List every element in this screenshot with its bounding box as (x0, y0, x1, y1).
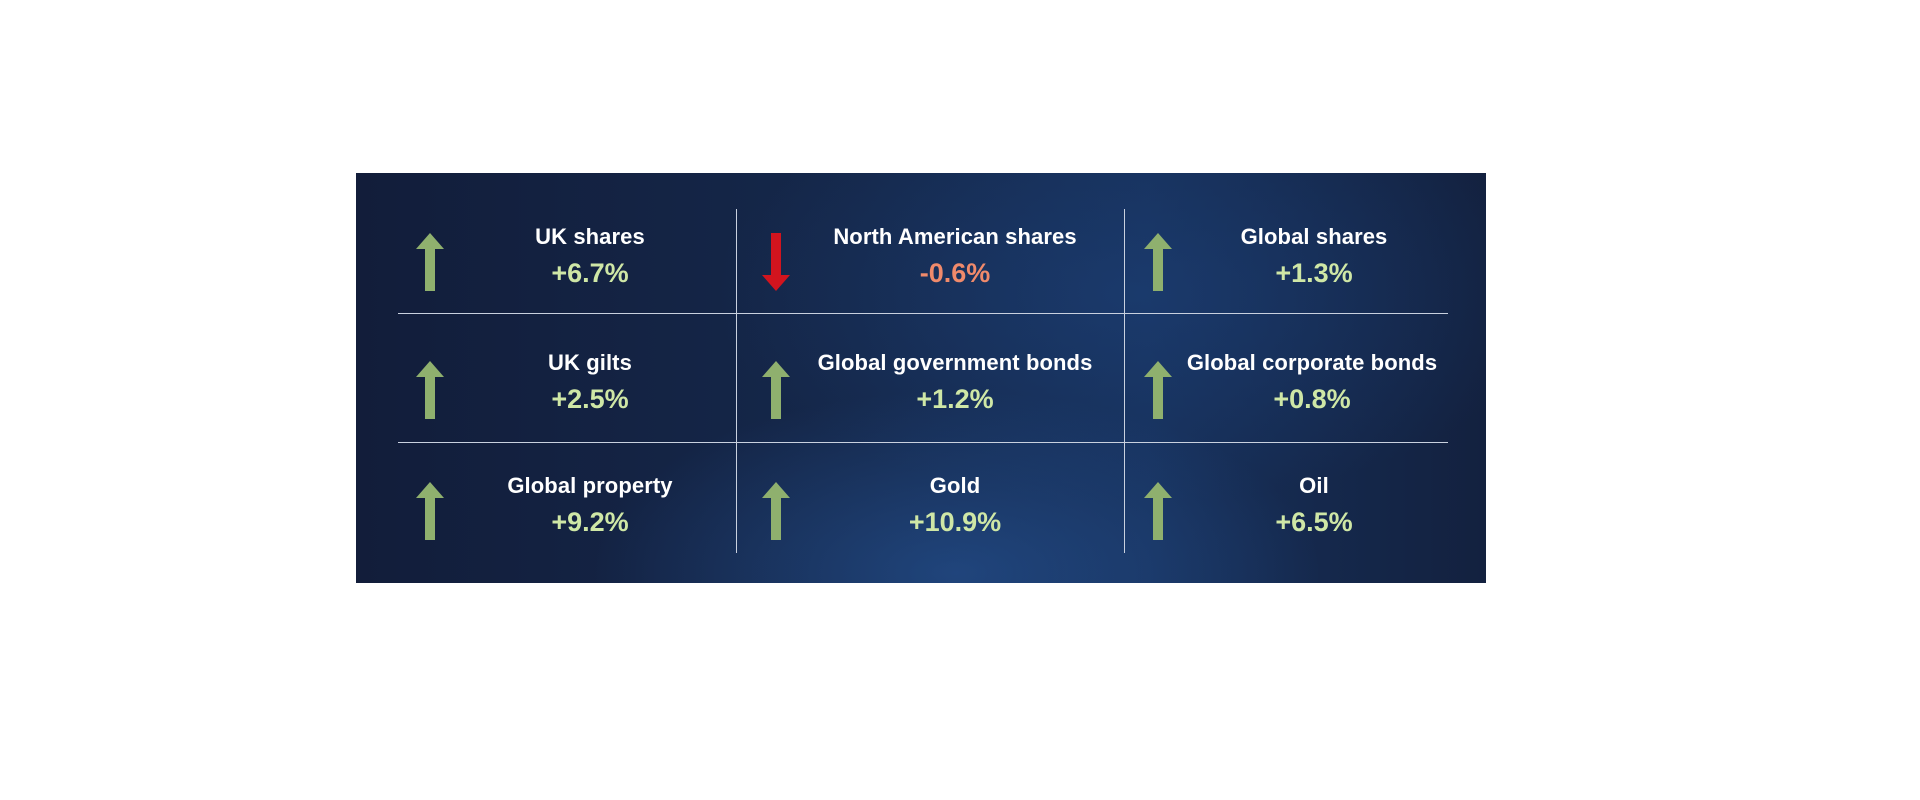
asset-value: +0.8% (1273, 384, 1351, 414)
asset-value: +1.3% (1275, 258, 1353, 288)
asset-cell-global-corporate-bonds: Global corporate bonds +0.8% (1124, 313, 1448, 442)
arrow-up-icon (762, 482, 790, 540)
column-divider (736, 209, 737, 553)
asset-cell-global-property: Global property +9.2% (398, 442, 736, 553)
arrow-up-icon (1144, 233, 1172, 291)
asset-value: +6.5% (1275, 507, 1353, 537)
asset-cell-gold: Gold +10.9% (736, 442, 1124, 553)
asset-label: North American shares (833, 224, 1077, 249)
asset-label: Global shares (1240, 224, 1388, 249)
arrow-up-icon (762, 361, 790, 419)
asset-cell-uk-shares: UK shares +6.7% (398, 209, 736, 313)
asset-value: +6.7% (551, 258, 629, 288)
arrow-up-icon (1144, 361, 1172, 419)
asset-value: +1.2% (916, 384, 994, 414)
market-returns-panel: UK shares +6.7% North American shares -0… (356, 173, 1486, 583)
asset-value: +10.9% (908, 507, 1002, 537)
arrow-up-icon (416, 482, 444, 540)
asset-value: +2.5% (551, 384, 629, 414)
row-divider (398, 442, 1448, 443)
asset-cell-global-shares: Global shares +1.3% (1124, 209, 1448, 313)
asset-value: -0.6% (919, 258, 991, 288)
column-divider (1124, 209, 1125, 553)
asset-cell-global-government-bonds: Global government bonds +1.2% (736, 313, 1124, 442)
asset-label: Global government bonds (817, 350, 1093, 375)
asset-label: Global property (507, 473, 673, 498)
asset-label: UK gilts (548, 350, 632, 375)
asset-cell-north-american-shares: North American shares -0.6% (736, 209, 1124, 313)
arrow-up-icon (416, 361, 444, 419)
arrow-down-icon (762, 233, 790, 291)
returns-grid: UK shares +6.7% North American shares -0… (398, 209, 1448, 553)
asset-label: Oil (1299, 473, 1329, 498)
asset-label: UK shares (535, 224, 645, 249)
arrow-up-icon (416, 233, 444, 291)
arrow-up-icon (1144, 482, 1172, 540)
asset-cell-oil: Oil +6.5% (1124, 442, 1448, 553)
asset-cell-uk-gilts: UK gilts +2.5% (398, 313, 736, 442)
asset-value: +9.2% (551, 507, 629, 537)
row-divider (398, 313, 1448, 314)
asset-label: Gold (929, 473, 981, 498)
asset-label: Global corporate bonds (1186, 350, 1438, 375)
